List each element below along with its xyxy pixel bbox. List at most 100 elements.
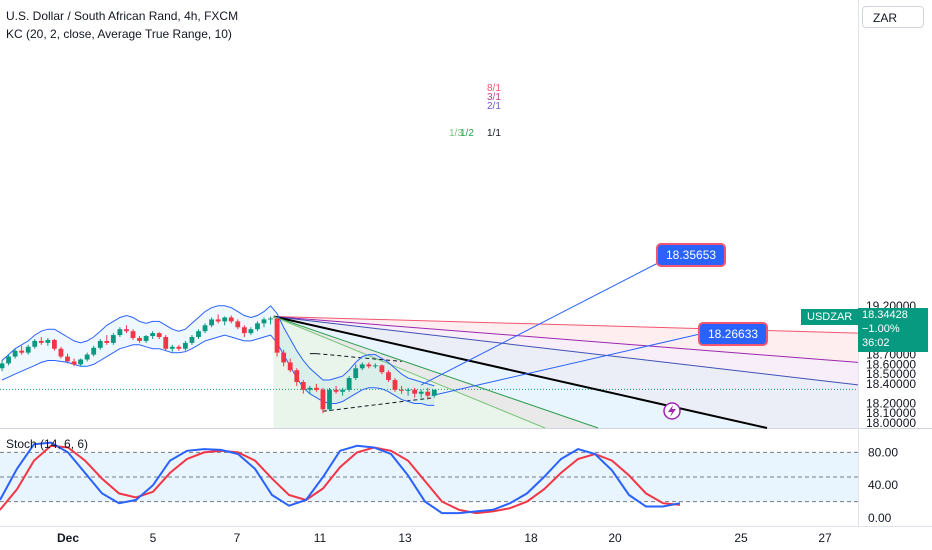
time-tick-label: 7 xyxy=(234,531,241,545)
stoch-tick-label: 40.00 xyxy=(868,478,898,492)
candle-body xyxy=(176,347,181,349)
candle-body xyxy=(216,319,221,321)
callout-upper[interactable]: 18.35653 xyxy=(658,245,724,265)
candle-body xyxy=(65,357,70,362)
price-tick-label: 18.40000 xyxy=(866,377,916,391)
lightning-icon xyxy=(664,403,680,419)
candle xyxy=(327,388,332,411)
candle-body xyxy=(255,323,260,329)
candle-body xyxy=(150,333,155,336)
last-price: 18.34428 xyxy=(862,308,928,322)
candle-body xyxy=(406,390,411,391)
candle-body xyxy=(412,390,417,394)
candle-body xyxy=(124,329,129,331)
bar-countdown: 36:02 xyxy=(862,336,928,350)
candle-body xyxy=(170,347,175,349)
candle-body xyxy=(196,331,201,337)
candle-body xyxy=(45,340,50,343)
candle-body xyxy=(209,319,214,325)
candle-body xyxy=(163,337,168,349)
candle-body xyxy=(366,364,371,366)
symbol-tag: USDZAR xyxy=(801,309,858,325)
candle-body xyxy=(32,341,37,347)
candle-body xyxy=(183,343,188,349)
gann-label-1-3: 1/3 xyxy=(449,128,463,139)
price-box: 18.34428 −1.00% 36:02 xyxy=(858,308,928,352)
gann-label-1-1: 1/1 xyxy=(487,128,501,139)
candle-body xyxy=(203,325,208,331)
candle-body xyxy=(19,351,24,353)
candle-body xyxy=(334,390,339,392)
candle-body xyxy=(104,341,109,343)
stoch-tick-label: 0.00 xyxy=(868,511,892,525)
candle-body xyxy=(393,380,398,390)
candle-body xyxy=(347,378,352,390)
candle-body xyxy=(26,347,31,353)
gann-fan-layer xyxy=(274,263,858,428)
candle-body xyxy=(425,392,430,396)
candle-body xyxy=(399,390,404,391)
stoch-label: Stoch (14, 6, 6) xyxy=(6,437,88,451)
candle-body xyxy=(118,329,123,335)
candle-body xyxy=(157,333,162,337)
candle xyxy=(393,378,398,392)
candle-body xyxy=(275,318,280,352)
candle xyxy=(275,318,280,356)
candle-body xyxy=(85,355,90,360)
time-tick-label: 18 xyxy=(524,531,538,545)
stoch-tick-label: 80.00 xyxy=(868,445,898,459)
candle-body xyxy=(229,317,234,321)
candle-body xyxy=(294,370,299,382)
candle-body xyxy=(360,364,365,368)
candle-body xyxy=(52,340,57,349)
stochastic-pane xyxy=(0,443,858,513)
candle-body xyxy=(137,338,142,341)
candle-body xyxy=(268,318,273,319)
time-tick-label: 5 xyxy=(150,531,157,545)
time-tick-label: 20 xyxy=(608,531,622,545)
time-tick-label: 27 xyxy=(818,531,832,545)
candle-body xyxy=(327,390,332,410)
candle-body xyxy=(281,353,286,363)
candle xyxy=(163,335,168,351)
candle-body xyxy=(222,317,227,321)
candle-body xyxy=(0,363,4,368)
candle-body xyxy=(242,327,247,333)
time-tick-label: Dec xyxy=(57,531,79,545)
candle-body xyxy=(91,348,96,355)
gann-label-2-1: 2/1 xyxy=(487,101,501,112)
candle-body xyxy=(6,357,11,364)
candle-body xyxy=(380,365,385,372)
candle-body xyxy=(39,341,44,343)
candle-body xyxy=(13,351,18,357)
candle-body xyxy=(59,349,64,357)
candle-body xyxy=(419,392,424,394)
candle-body xyxy=(373,365,378,366)
currency-selector[interactable]: ZAR xyxy=(862,6,924,28)
candle-body xyxy=(235,321,240,327)
candle-body xyxy=(288,362,293,370)
candle-body xyxy=(78,359,83,364)
candle-body xyxy=(321,390,326,410)
candle-body xyxy=(111,335,116,343)
candle-body xyxy=(340,390,345,392)
candle-body xyxy=(307,388,312,390)
time-tick-label: 13 xyxy=(398,531,412,545)
candle-body xyxy=(301,382,306,390)
price-change: −1.00% xyxy=(862,322,928,336)
candle xyxy=(347,376,352,392)
candle-body xyxy=(353,368,358,378)
candle-body xyxy=(190,337,195,343)
indicator-label: KC (20, 2, close, Average True Range, 10… xyxy=(6,27,232,41)
candle-body xyxy=(432,390,437,396)
time-tick-label: 11 xyxy=(314,531,327,545)
candle-body xyxy=(314,388,319,390)
time-tick-label: 25 xyxy=(734,531,748,545)
callout-lower[interactable]: 18.26633 xyxy=(700,324,766,344)
price-tick-label: 18.00000 xyxy=(866,416,916,430)
candle-body xyxy=(72,361,77,364)
candle-body xyxy=(386,372,391,380)
candle-body xyxy=(144,336,149,341)
